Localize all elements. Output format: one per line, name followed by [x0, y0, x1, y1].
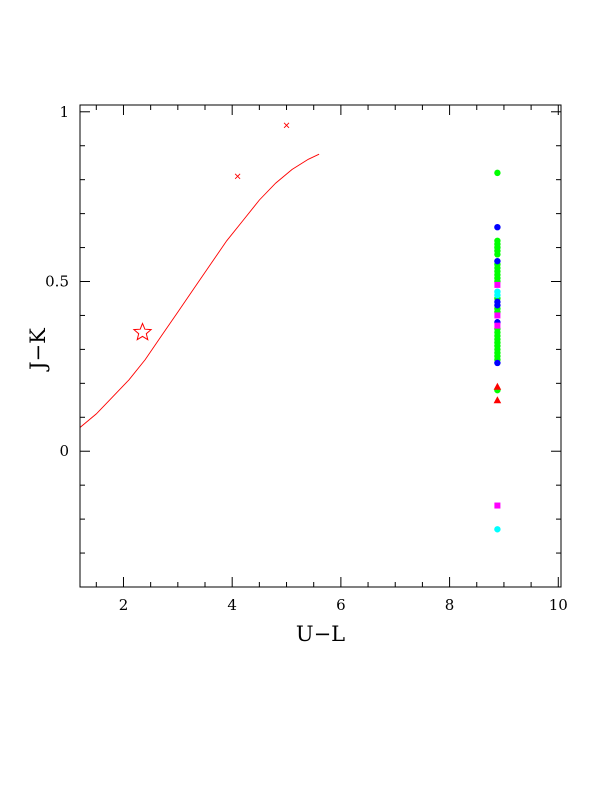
- y-tick-label: 0: [59, 442, 69, 460]
- data-point-square: [494, 502, 501, 509]
- data-series: [493, 382, 502, 404]
- data-point: [494, 169, 501, 177]
- y-tick-label: 1: [59, 103, 69, 121]
- data-point-triangle: [493, 396, 502, 404]
- x-tick-label: 10: [549, 596, 568, 614]
- data-point-triangle: [493, 382, 502, 390]
- curve-cross-marker: [283, 122, 290, 129]
- tick-labels: 2 4 6 8 10 0 0.5 1: [45, 103, 568, 614]
- x-axis-label: U−L: [296, 622, 345, 646]
- star-marker: [132, 322, 153, 341]
- x-tick-label: 8: [445, 596, 455, 614]
- data-point: [494, 223, 501, 231]
- data-point: [494, 251, 501, 258]
- data-point: [494, 359, 501, 367]
- data-point-square: [494, 281, 501, 288]
- data-point-square: [494, 312, 501, 319]
- axis-ticks: [80, 105, 561, 588]
- y-tick-label: 0.5: [45, 273, 69, 291]
- data-series: [494, 223, 501, 367]
- data-point: [494, 257, 501, 265]
- x-tick-label: 6: [336, 596, 346, 614]
- model-curve: [80, 153, 320, 428]
- data-point-square: [494, 322, 501, 329]
- data-series: [494, 288, 501, 533]
- y-axis-label: J−K: [26, 328, 50, 372]
- plot-frame: [79, 104, 562, 588]
- curve-cross-marker: [234, 173, 241, 180]
- data-series: [494, 281, 501, 509]
- plot-clipped-group: [80, 122, 502, 533]
- x-tick-label: 4: [227, 596, 237, 614]
- x-tick-label: 2: [119, 596, 129, 614]
- data-point: [494, 526, 501, 533]
- plot-area: [80, 122, 502, 533]
- data-point: [494, 302, 501, 309]
- data-point: [494, 291, 501, 299]
